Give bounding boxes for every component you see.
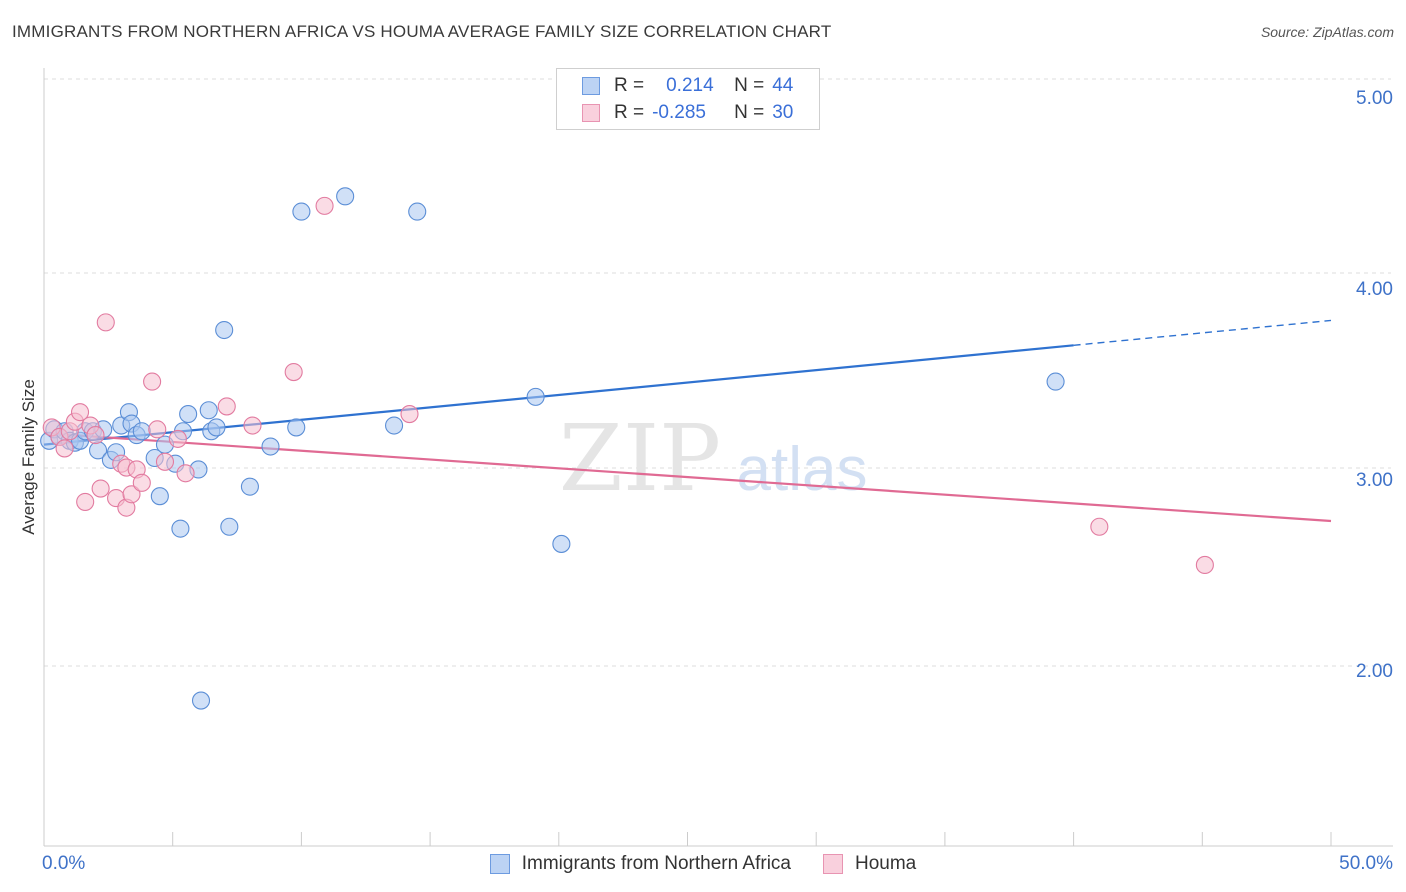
y-tick-label: 5.00 <box>1356 88 1393 109</box>
axes <box>43 68 1393 847</box>
houma-point <box>1090 517 1109 536</box>
y-axis-label: Average Family Size <box>19 379 38 535</box>
immigrants-point <box>150 487 169 506</box>
series-legend: Immigrants from Northern Africa Houma <box>0 851 1406 877</box>
houma-point <box>143 372 162 391</box>
immigrants-point <box>292 202 311 221</box>
houma-point <box>86 426 105 445</box>
houma-point <box>284 362 303 382</box>
watermark-zip: ZIP <box>559 405 721 512</box>
houma-point <box>155 452 175 471</box>
legend-label-immigrants: Immigrants from Northern Africa <box>521 853 791 874</box>
grid-lines <box>44 78 1391 667</box>
y-tick-label: 2.00 <box>1356 661 1393 682</box>
legend-row-houma: R = -0.285 N = 30 <box>557 100 793 126</box>
houma-point <box>148 420 167 439</box>
y-tick-label: 4.00 <box>1356 279 1393 300</box>
immigrants-point <box>191 691 211 710</box>
houma-point <box>55 439 74 458</box>
houma-point <box>132 473 151 492</box>
legend-swatch-pink <box>582 104 600 122</box>
immigrants-point <box>179 405 198 424</box>
legend-r-label: R = <box>614 102 645 123</box>
houma-point <box>70 403 90 422</box>
immigrants-point <box>132 422 151 441</box>
chart-title: IMMIGRANTS FROM NORTHERN AFRICA VS HOUMA… <box>12 22 832 41</box>
legend-swatch-pink <box>823 854 843 874</box>
immigrants-point <box>408 202 427 221</box>
houma-point <box>76 492 95 511</box>
legend-r-value: -0.285 <box>652 102 706 123</box>
immigrants-point <box>526 387 545 406</box>
legend-label-houma: Houma <box>855 853 917 874</box>
immigrants-point <box>385 416 404 435</box>
immigrants-point <box>1046 372 1065 391</box>
legend-n-label: N = <box>734 75 765 96</box>
legend-n-value: 30 <box>772 102 794 123</box>
correlation-legend: R = 0.214 N = 44 R = -0.285 N = 30 <box>556 68 820 130</box>
immigrants-point <box>215 320 234 340</box>
legend-row-immigrants: R = 0.214 N = 44 <box>557 73 793 99</box>
watermark-atlas: atlas <box>737 435 868 504</box>
y-tick-label: 3.00 <box>1356 470 1393 491</box>
x-tick-label: 50.0% <box>1339 853 1393 874</box>
immigrants-point <box>207 418 226 437</box>
houma-point <box>168 429 187 448</box>
legend-swatch-blue <box>489 854 510 874</box>
data-points <box>40 187 1214 710</box>
immigrants-point <box>240 477 259 496</box>
x-tick-label: 0.0% <box>42 853 85 874</box>
legend-swatch-blue <box>582 77 600 95</box>
immigrants-point <box>336 187 355 206</box>
houma-point <box>176 464 195 483</box>
houma-point <box>217 397 236 416</box>
immigrants-point <box>287 418 306 437</box>
houma-point <box>96 313 115 332</box>
watermark: ZIP atlas <box>559 405 868 512</box>
houma-point <box>1195 555 1214 575</box>
immigrants-point <box>261 437 280 456</box>
immigrants-point <box>199 401 218 420</box>
immigrants-trend-extension <box>1073 319 1332 346</box>
legend-n-value: 44 <box>772 75 794 96</box>
immigrants-point <box>171 519 190 538</box>
houma-trend-line <box>43 432 1332 523</box>
legend-item-immigrants[interactable]: Immigrants from Northern Africa <box>489 853 791 875</box>
legend-item-houma[interactable]: Houma <box>823 853 916 875</box>
chart-source: Source: ZipAtlas.com <box>1260 24 1394 40</box>
houma-point <box>91 479 110 498</box>
houma-point <box>122 485 141 504</box>
houma-point <box>243 416 262 435</box>
legend-r-label: R = <box>614 75 645 96</box>
immigrants-point <box>552 534 571 553</box>
legend-n-label: N = <box>734 102 765 123</box>
houma-point <box>400 405 419 424</box>
legend-r-value: 0.214 <box>666 75 714 96</box>
houma-point <box>315 196 334 215</box>
tick-labels: 2.00 3.00 4.00 5.00 0.0% 50.0% <box>42 88 1393 874</box>
immigrants-point <box>220 517 239 536</box>
